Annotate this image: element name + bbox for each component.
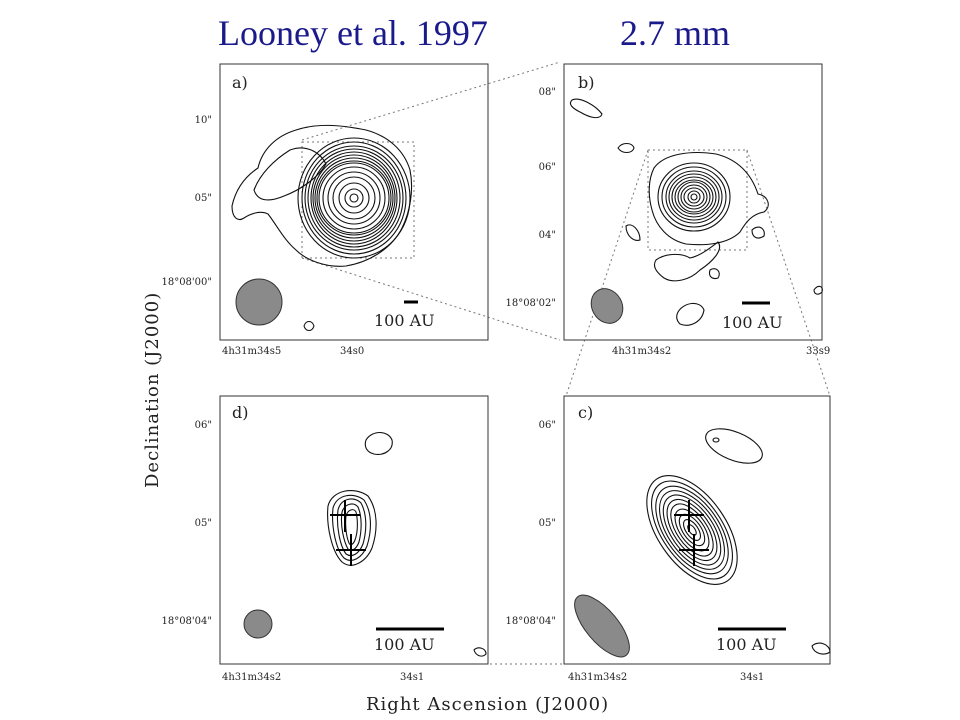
panel-d: d) 100 AU 06" 05" 18°08'04" 4h31m34s2 34… xyxy=(161,395,489,683)
beam-ellipse-c xyxy=(574,594,630,658)
beam-ellipse-d xyxy=(243,609,273,639)
zoom-connector-lines xyxy=(301,61,831,665)
dec-tick-a-1: 10" xyxy=(195,115,212,126)
dec-tick-c-1: 06" xyxy=(539,420,556,431)
scale-label-d: 100 AU xyxy=(374,635,435,654)
dec-tick-a-2: 05" xyxy=(195,193,212,204)
dec-tick-a-3: 18°08'00" xyxy=(161,277,212,288)
dec-tick-b-4: 18°08'02" xyxy=(505,298,556,309)
panel-c-label: c) xyxy=(578,403,593,422)
panel-a: a) 100 AU 10" 05" 18°08'00" 4h31m34s5 34… xyxy=(161,63,489,357)
dec-tick-d-3: 18°08'04" xyxy=(161,616,212,627)
dec-tick-d-2: 05" xyxy=(195,518,212,529)
dec-tick-b-1: 08" xyxy=(539,87,556,98)
panel-d-label: d) xyxy=(232,403,248,422)
ra-tick-a-2: 34s0 xyxy=(340,346,364,357)
dec-tick-b-3: 04" xyxy=(539,230,556,241)
panel-a-label: a) xyxy=(232,73,248,92)
y-axis-label: Declination (J2000) xyxy=(142,292,163,488)
dec-tick-d-1: 06" xyxy=(195,420,212,431)
title-wavelength: 2.7 mm xyxy=(620,13,731,53)
panel-b: b) 100 AU 08" 06" 04" 18°08'02" 4h31m34s… xyxy=(505,63,830,357)
beam-ellipse-b xyxy=(590,288,624,324)
title-citation: Looney et al. 1997 xyxy=(218,13,488,53)
scale-label-a: 100 AU xyxy=(374,311,435,330)
beam-ellipse-a xyxy=(235,278,283,326)
ra-tick-c-1: 4h31m34s2 xyxy=(568,672,627,683)
scale-label-c: 100 AU xyxy=(716,635,777,654)
slide-title: Looney et al. 1997 2.7 mm xyxy=(0,12,960,53)
dec-tick-b-2: 06" xyxy=(539,162,556,173)
dec-tick-c-2: 05" xyxy=(539,518,556,529)
ra-tick-a-1: 4h31m34s5 xyxy=(222,346,281,357)
panel-b-label: b) xyxy=(578,73,594,92)
ra-tick-c-2: 34s1 xyxy=(740,672,764,683)
ra-tick-d-1: 4h31m34s2 xyxy=(222,672,281,683)
x-axis-label: Right Ascension (J2000) xyxy=(366,694,609,715)
ra-tick-d-2: 34s1 xyxy=(400,672,424,683)
ra-tick-b-1: 4h31m34s2 xyxy=(612,346,671,357)
scale-label-b: 100 AU xyxy=(722,313,783,332)
panel-c: c) 100 AU 06" 05" 18°08'04" 4h31m34s2 34… xyxy=(505,395,831,683)
ra-tick-b-2: 33s9 xyxy=(806,346,830,357)
dec-tick-c-3: 18°08'04" xyxy=(505,616,556,627)
